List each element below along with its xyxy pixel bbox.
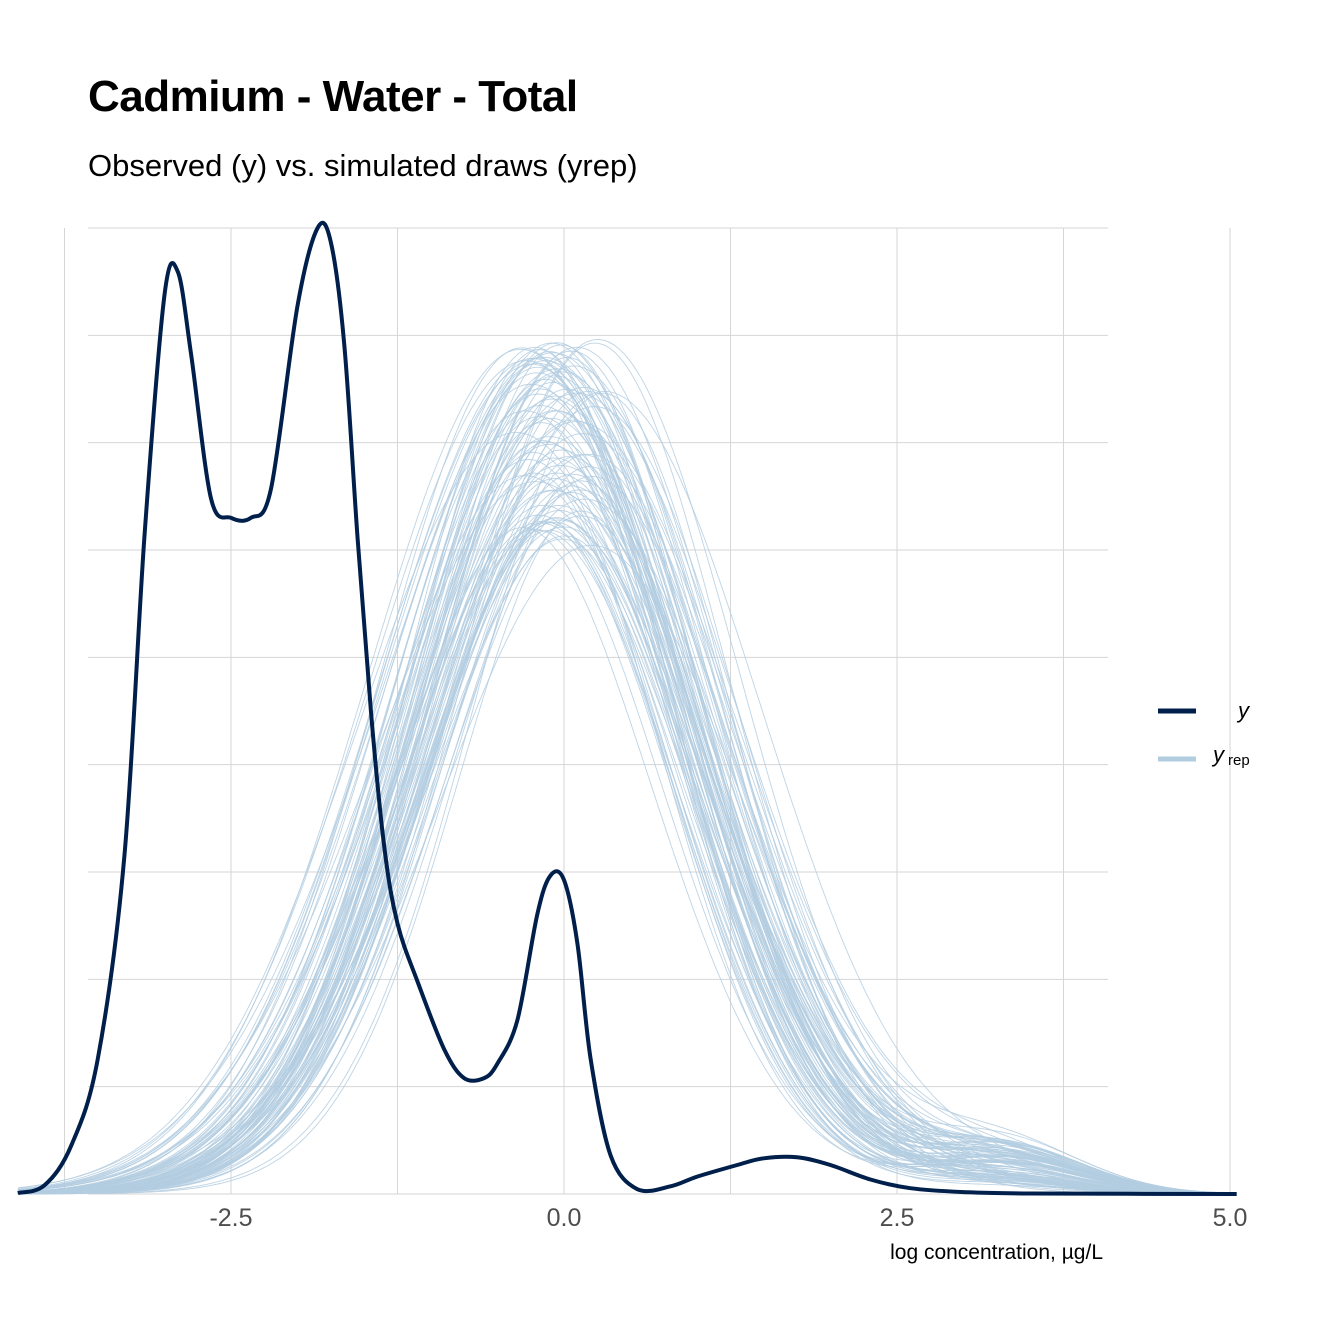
- x-axis-ticks: -2.5 0.0 2.5 5.0: [209, 1204, 1247, 1232]
- yrep-density-line: [17, 481, 1233, 1194]
- yrep-series: [17, 338, 1233, 1195]
- yrep-density-line: [17, 352, 1233, 1194]
- legend: y y rep: [1158, 698, 1251, 769]
- yrep-density-line: [17, 356, 1233, 1195]
- yrep-density-line: [17, 489, 1233, 1194]
- yrep-density-line: [17, 351, 1233, 1194]
- yrep-density-line: [17, 360, 1233, 1194]
- yrep-density-line: [17, 346, 1233, 1194]
- yrep-density-line: [17, 392, 1233, 1194]
- yrep-density-line: [17, 363, 1233, 1195]
- x-tick-label: 0.0: [547, 1204, 582, 1232]
- yrep-density-line: [17, 510, 1233, 1195]
- yrep-density-line: [17, 342, 1233, 1195]
- yrep-density-line: [17, 356, 1233, 1195]
- yrep-density-line: [17, 489, 1233, 1195]
- yrep-density-line: [17, 504, 1233, 1195]
- yrep-density-line: [17, 464, 1233, 1195]
- yrep-density-line: [17, 530, 1233, 1195]
- yrep-density-line: [17, 476, 1233, 1195]
- legend-yrep-subscript: rep: [1228, 752, 1250, 769]
- yrep-density-line: [17, 362, 1233, 1194]
- yrep-density-line: [17, 478, 1233, 1195]
- y-density-line: [17, 220, 1237, 1196]
- yrep-density-line: [17, 357, 1233, 1194]
- legend-y-label: y: [1236, 698, 1251, 723]
- yrep-density-line: [17, 393, 1233, 1194]
- legend-yrep-label: y: [1211, 742, 1226, 767]
- yrep-density-line: [17, 357, 1233, 1195]
- yrep-density-line: [17, 365, 1233, 1195]
- yrep-density-line: [17, 475, 1233, 1194]
- yrep-density-line: [17, 544, 1233, 1194]
- yrep-density-line: [17, 443, 1233, 1195]
- x-axis-label: log concentration, µg/L: [890, 1241, 1103, 1264]
- yrep-density-line: [17, 375, 1233, 1195]
- yrep-density-line: [17, 368, 1233, 1194]
- yrep-density-line: [17, 472, 1233, 1194]
- yrep-density-line: [17, 349, 1233, 1195]
- yrep-density-line: [17, 440, 1233, 1194]
- yrep-density-line: [17, 347, 1233, 1194]
- yrep-density-line: [17, 350, 1233, 1195]
- yrep-density-line: [17, 514, 1233, 1195]
- yrep-density-line: [17, 491, 1233, 1195]
- chart-title: Cadmium - Water - Total: [88, 72, 578, 121]
- yrep-density-line: [17, 348, 1233, 1194]
- yrep-density-line: [17, 441, 1233, 1195]
- yrep-density-line: [17, 366, 1233, 1195]
- yrep-density-line: [17, 490, 1233, 1195]
- x-tick-label: 2.5: [880, 1204, 915, 1232]
- yrep-density-line: [17, 515, 1233, 1195]
- yrep-density-line: [17, 517, 1233, 1195]
- yrep-density-line: [17, 419, 1233, 1194]
- gridlines: [64, 227, 1231, 1195]
- x-tick-label: 5.0: [1213, 1204, 1248, 1232]
- yrep-density-line: [17, 392, 1233, 1195]
- x-tick-label: -2.5: [209, 1204, 252, 1232]
- yrep-density-line: [17, 420, 1233, 1194]
- yrep-density-line: [17, 510, 1233, 1195]
- yrep-density-line: [17, 504, 1233, 1195]
- y-series: [17, 220, 1237, 1196]
- chart-subtitle: Observed (y) vs. simulated draws (yrep): [88, 148, 638, 183]
- yrep-density-line: [17, 485, 1233, 1195]
